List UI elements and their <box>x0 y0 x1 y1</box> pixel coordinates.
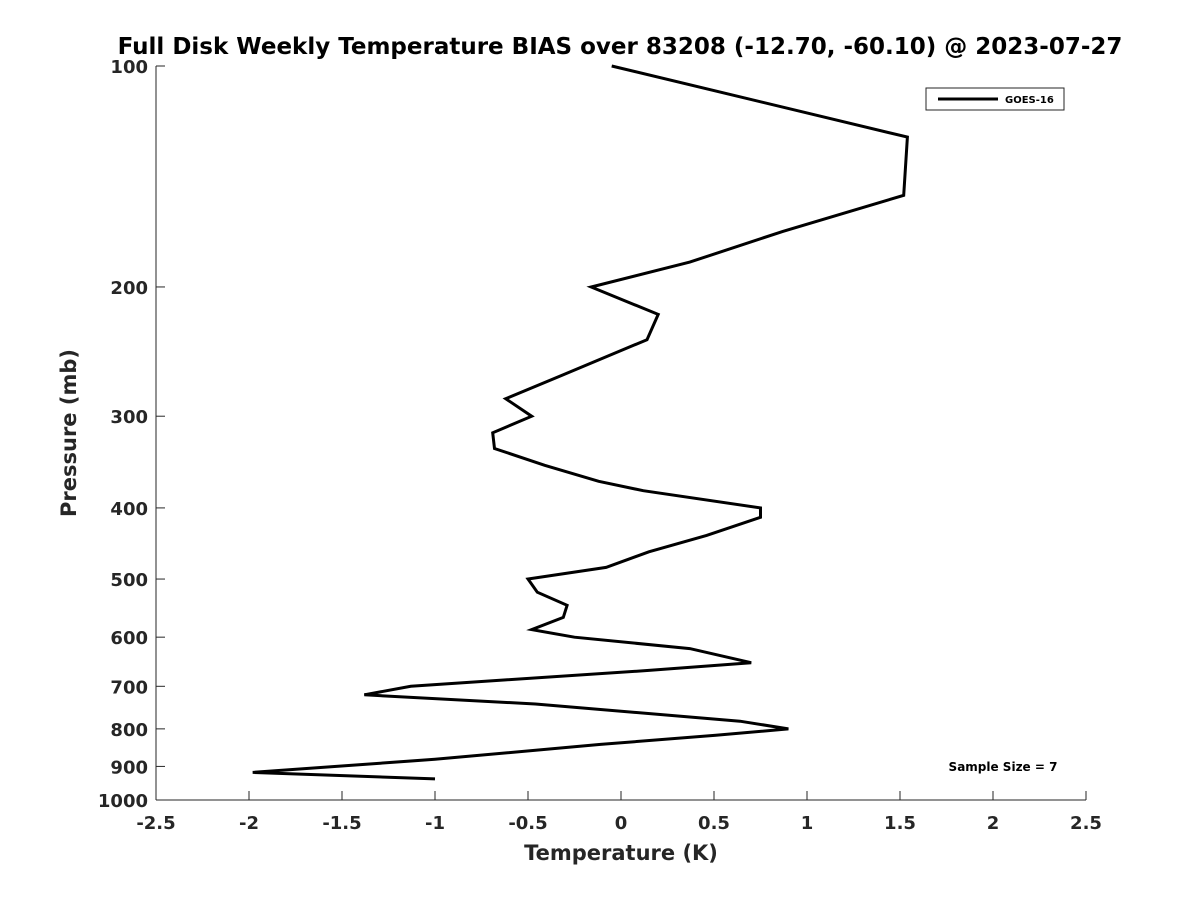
x-tick-label: 1 <box>801 813 814 834</box>
y-ticks: 100 200 300 400 500 600 700 800 900 1000 <box>98 57 165 812</box>
y-tick-label: 600 <box>110 628 148 649</box>
x-tick-label: 1.5 <box>884 813 916 834</box>
x-tick-label: -1 <box>425 813 445 834</box>
y-tick-label: 500 <box>110 570 148 591</box>
x-tick-label: -1.5 <box>322 813 361 834</box>
x-tick-label: -2 <box>239 813 259 834</box>
y-tick-label: 700 <box>110 677 148 698</box>
axes <box>155 66 1086 801</box>
legend: GOES-16 <box>925 87 1065 111</box>
x-axis-label: Temperature (K) <box>524 841 718 865</box>
series-line-goes-16 <box>252 64 909 781</box>
y-tick-label: 400 <box>110 499 148 520</box>
x-ticks: -2.5 -2 -1.5 -1 -0.5 0 0.5 1 1.5 2 2.5 <box>136 791 1102 834</box>
y-tick-label: 200 <box>110 278 148 299</box>
y-tick-label: 900 <box>110 757 148 778</box>
x-tick-label: 2 <box>987 813 1000 834</box>
x-tick-label: 0 <box>615 813 628 834</box>
x-tick-label: 2.5 <box>1070 813 1102 834</box>
legend-label-goes-16: GOES-16 <box>1005 95 1054 106</box>
x-tick-label: 0.5 <box>698 813 730 834</box>
chart-title: Full Disk Weekly Temperature BIAS over 8… <box>118 34 1123 60</box>
y-tick-label: 100 <box>110 57 148 78</box>
sample-size-annotation: Sample Size = 7 <box>949 760 1058 774</box>
x-tick-label: -2.5 <box>136 813 175 834</box>
x-tick-label: -0.5 <box>508 813 547 834</box>
y-axis-label: Pressure (mb) <box>57 349 81 517</box>
y-tick-label: 800 <box>110 720 148 741</box>
y-tick-label: 1000 <box>98 791 148 812</box>
y-tick-label: 300 <box>110 407 148 428</box>
series-layer <box>252 64 909 781</box>
